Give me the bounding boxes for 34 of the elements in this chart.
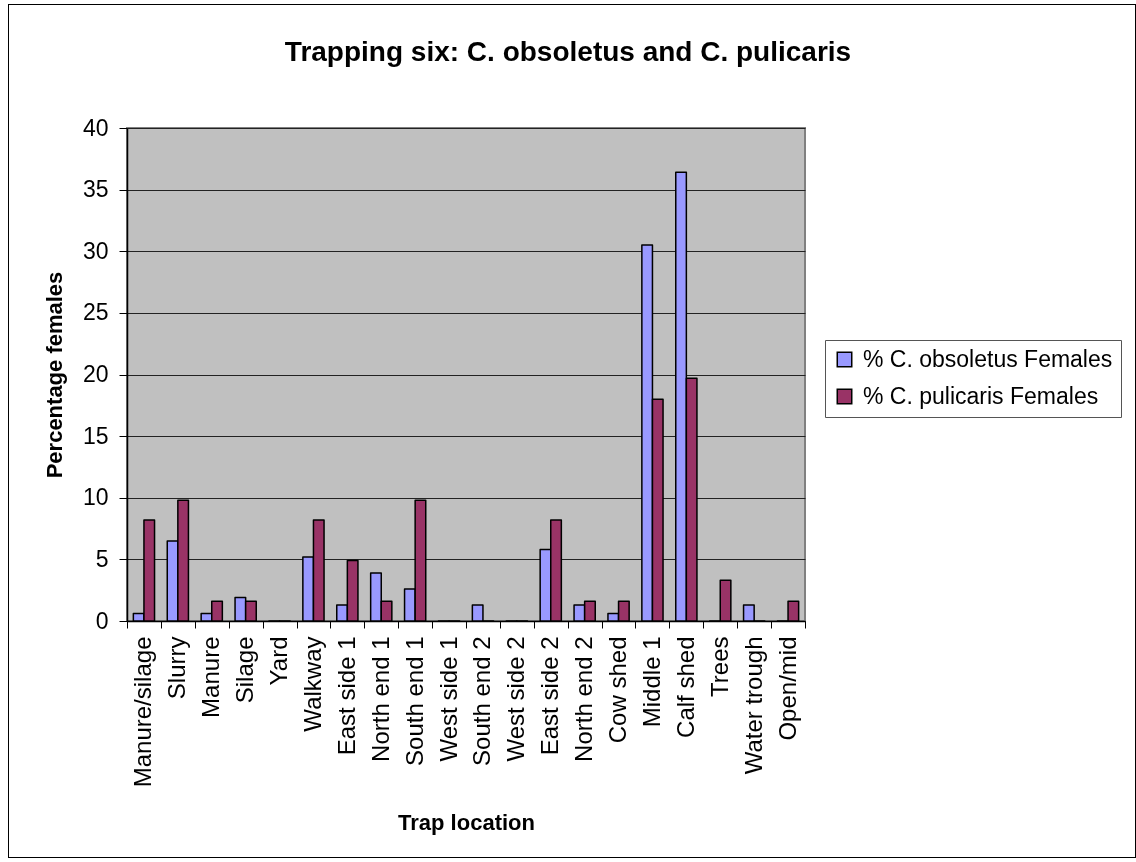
x-tick-label: Calf shed [671, 636, 699, 738]
y-axis-title: Percentage females [41, 271, 67, 479]
y-tick-label: 20 [82, 361, 109, 387]
x-tick-label: Trees [705, 636, 733, 697]
x-tick-label: North end 2 [570, 636, 598, 762]
x-tick-label: Open/mid [773, 636, 801, 741]
x-tick-label: Cow shed [604, 636, 632, 744]
legend-label: % C. obsoletus Females [863, 345, 1113, 372]
x-axis-title: Trap location [398, 810, 535, 836]
x-tick-label: East side 1 [332, 636, 360, 756]
x-tick-label: Water trough [739, 636, 767, 775]
x-tick-label: Manure/silage [129, 636, 157, 788]
y-tick-label: 25 [82, 299, 109, 326]
y-tick-label: 15 [82, 422, 109, 449]
x-tick-label: Yard [265, 636, 293, 686]
x-tick-label: North end 1 [366, 636, 394, 762]
x-tick-label: South end 1 [400, 636, 428, 766]
x-tick-label: Middle 1 [637, 636, 665, 728]
x-tick-label: West side 2 [502, 636, 530, 762]
chart-title: Trapping six: C. obsoletus and C. pulicaris [284, 36, 852, 67]
y-tick-label: 10 [82, 484, 109, 511]
legend-label: % C. pulicaris Females [863, 382, 1099, 409]
x-tick-label: Slurry [163, 636, 191, 700]
y-tick-label: 40 [82, 114, 109, 141]
x-tick-label: East side 2 [536, 636, 564, 756]
x-tick-label: Silage [231, 636, 259, 704]
x-tick-label: Walkway [298, 636, 326, 732]
y-tick-label: 5 [95, 545, 109, 572]
y-tick-label: 35 [82, 176, 109, 203]
y-tick-label: 0 [95, 607, 109, 634]
y-tick-label: 30 [82, 237, 109, 264]
x-tick-label: Manure [197, 636, 225, 718]
x-tick-label: West side 1 [434, 636, 462, 762]
x-tick-label: South end 2 [468, 636, 496, 766]
